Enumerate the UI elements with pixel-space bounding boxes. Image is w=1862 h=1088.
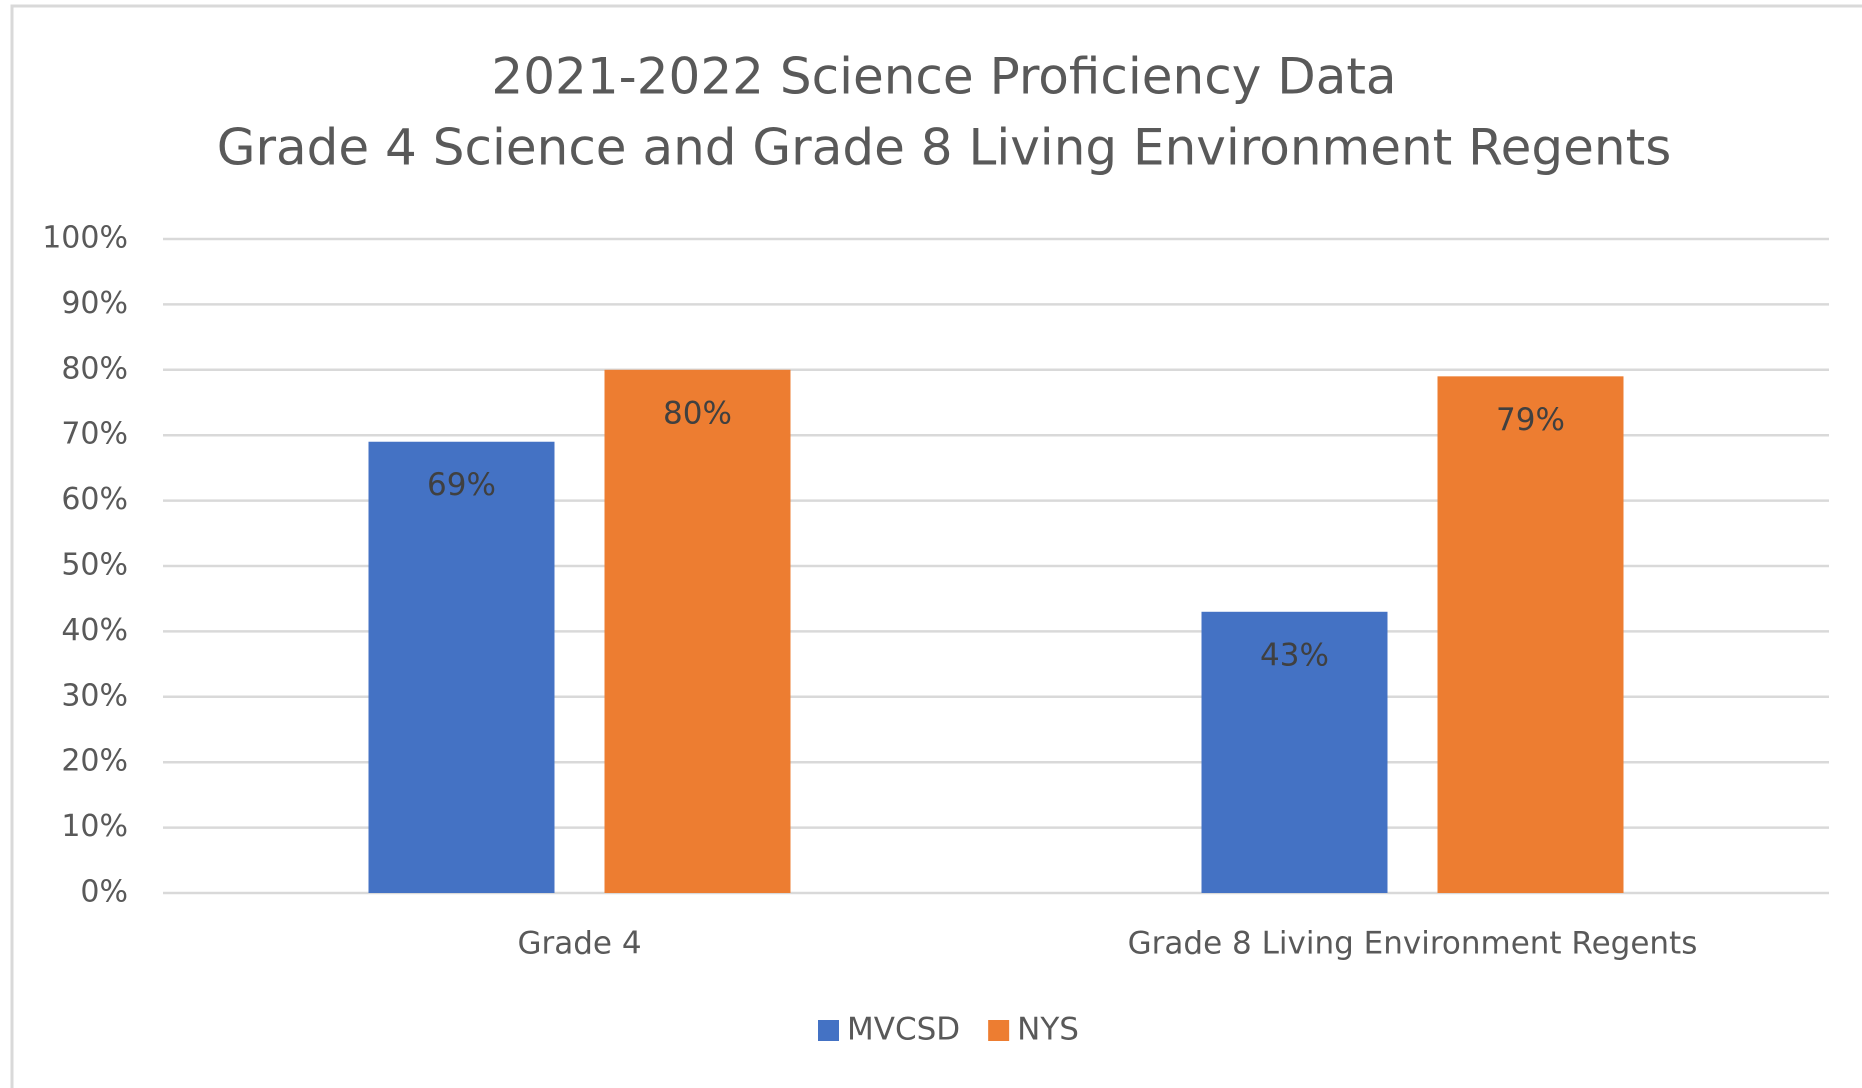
y-tick-label: 80% bbox=[61, 351, 128, 386]
data-label: 80% bbox=[663, 395, 732, 431]
y-tick-label: 20% bbox=[61, 744, 128, 779]
data-label: 69% bbox=[427, 467, 496, 503]
y-tick-label: 90% bbox=[61, 286, 128, 321]
y-tick-label: 10% bbox=[61, 809, 128, 844]
bar bbox=[1437, 376, 1624, 894]
y-tick-label: 0% bbox=[80, 875, 128, 910]
data-label: 79% bbox=[1496, 402, 1565, 438]
bar bbox=[604, 369, 791, 893]
legend-swatch bbox=[988, 1020, 1010, 1041]
y-tick-label: 40% bbox=[61, 613, 128, 648]
y-tick-label: 30% bbox=[61, 678, 128, 713]
y-tick-label: 70% bbox=[61, 417, 128, 452]
chart-title: Grade 4 Science and Grade 8 Living Envir… bbox=[217, 119, 1672, 177]
legend-swatch bbox=[818, 1020, 839, 1041]
legend-label: NYS bbox=[1017, 1012, 1079, 1048]
chart-title: 2021-2022 Science Proficiency Data bbox=[491, 48, 1396, 106]
data-label: 43% bbox=[1260, 637, 1329, 673]
y-tick-label: 50% bbox=[61, 548, 128, 583]
legend-label: MVCSD bbox=[847, 1012, 960, 1048]
y-tick-label: 100% bbox=[42, 221, 128, 256]
bar bbox=[368, 441, 555, 893]
x-tick-label: Grade 8 Living Environment Regents bbox=[1128, 926, 1698, 962]
x-tick-label: Grade 4 bbox=[517, 926, 641, 962]
bar bbox=[1201, 611, 1388, 893]
y-tick-label: 60% bbox=[61, 482, 128, 517]
